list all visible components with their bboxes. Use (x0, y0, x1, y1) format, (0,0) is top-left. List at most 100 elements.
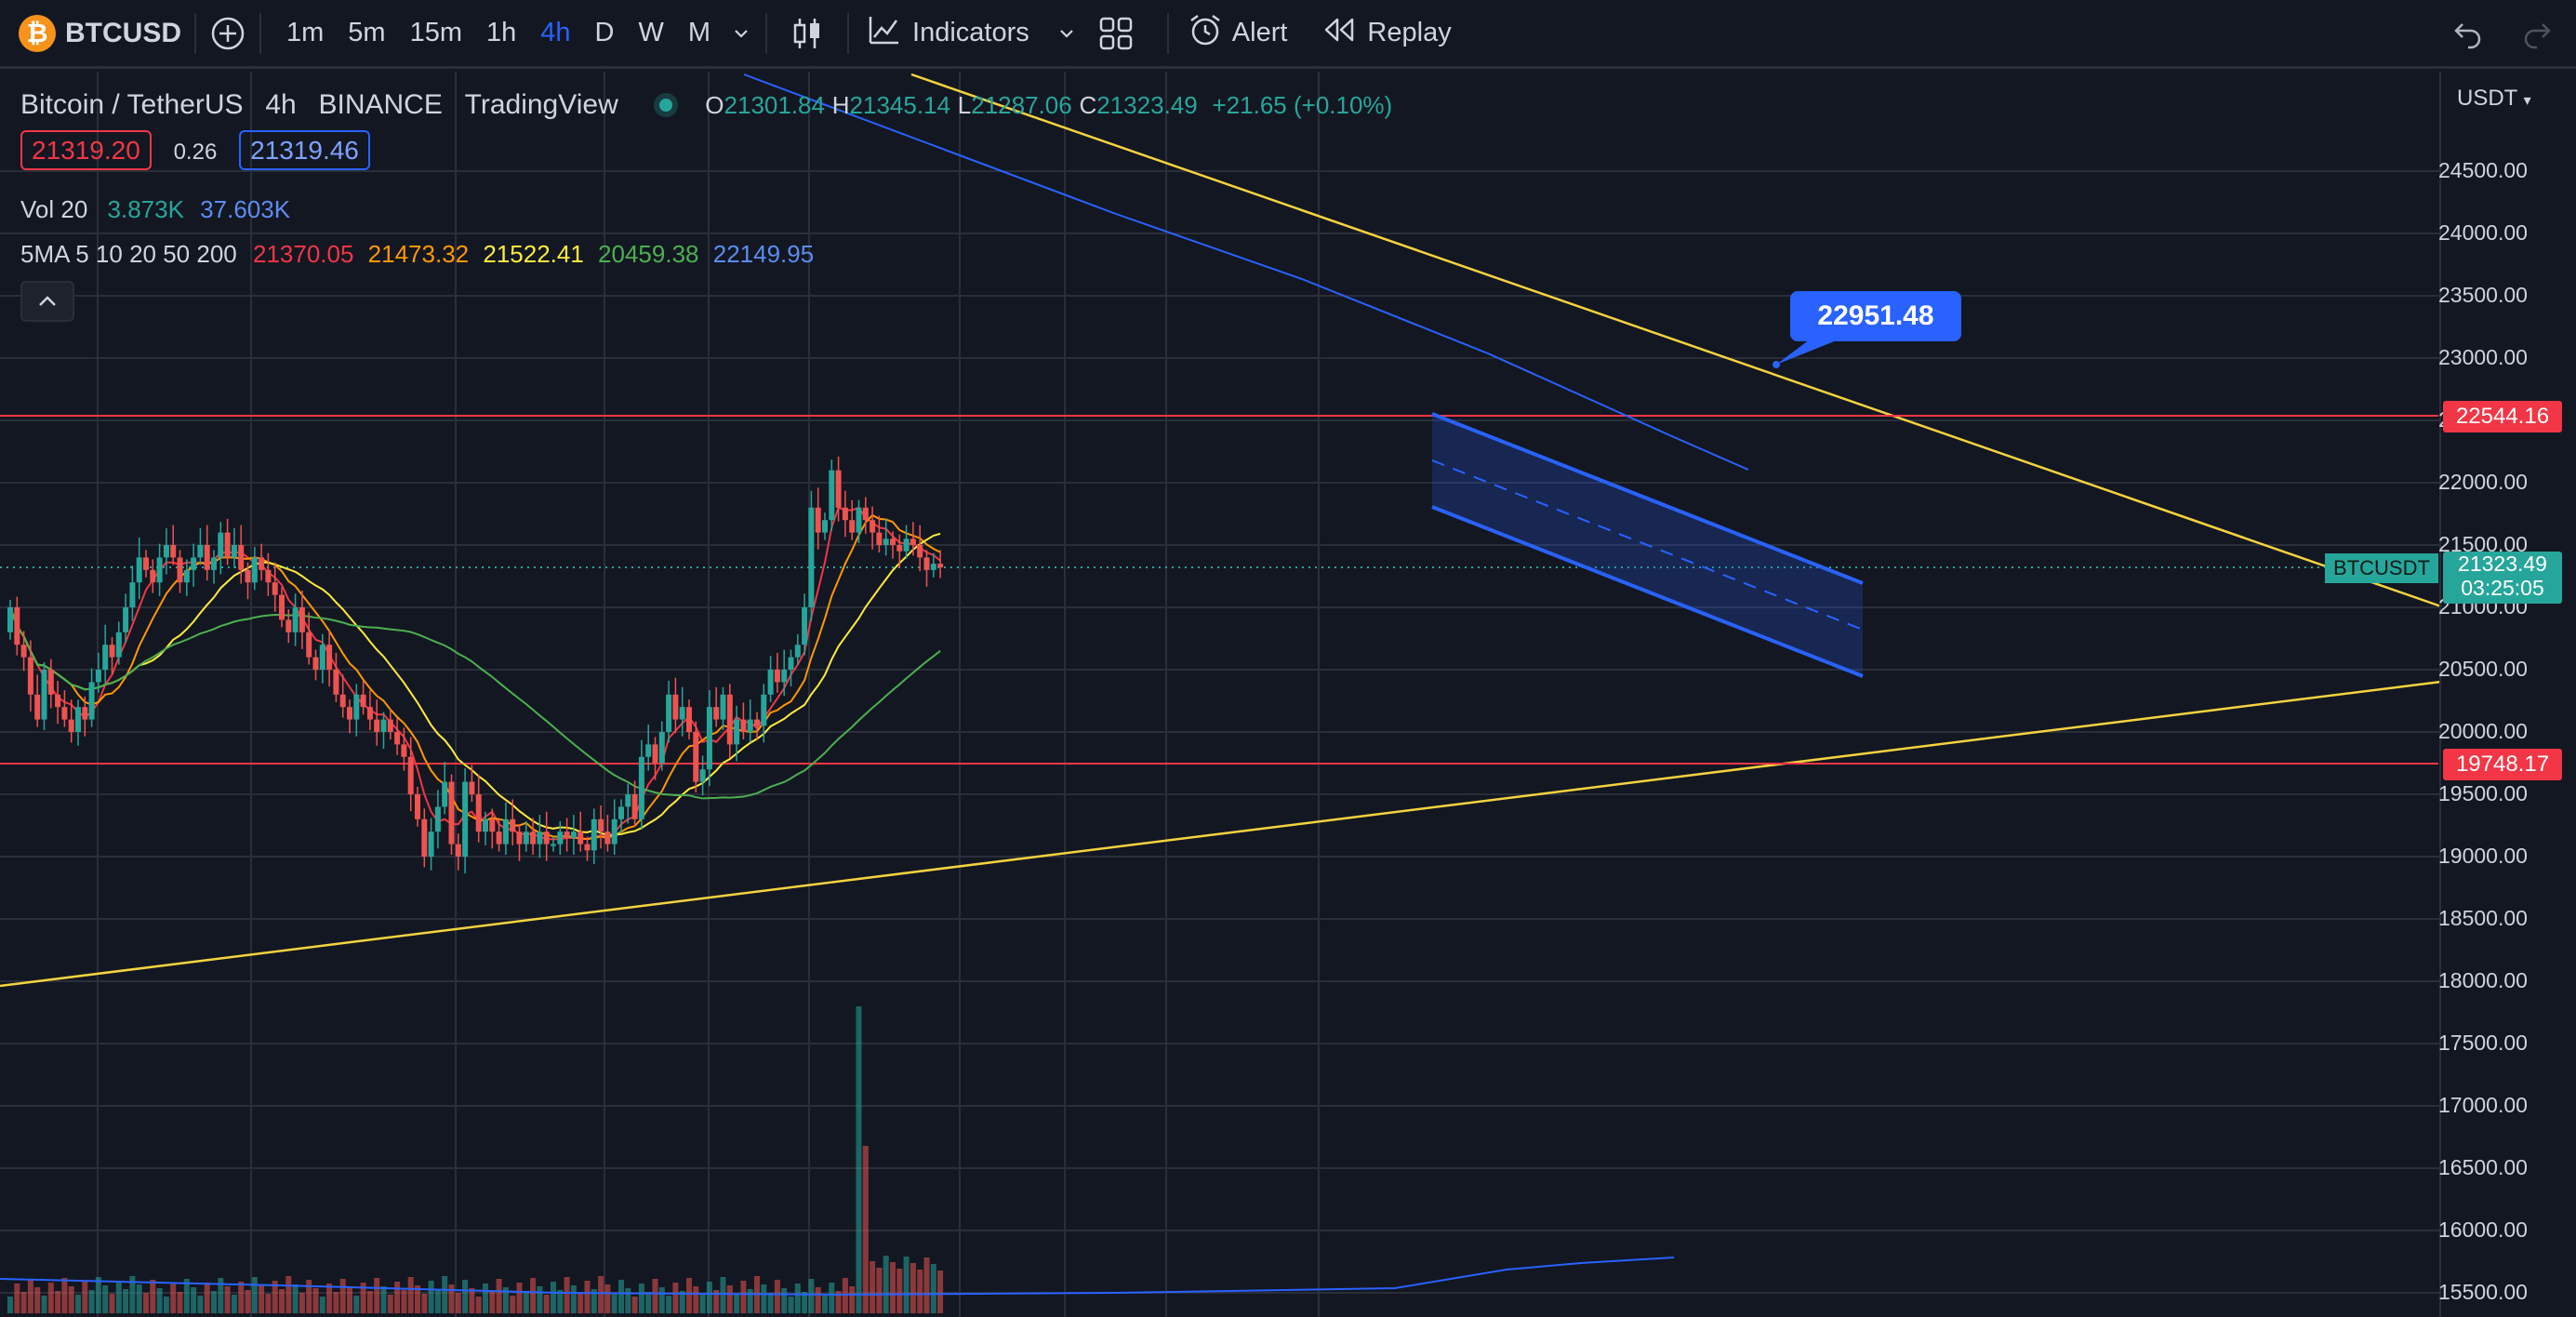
volume-bar (265, 1294, 272, 1313)
candle-body (870, 520, 876, 533)
volume-bar (401, 1290, 407, 1313)
interval-15m[interactable]: 15m (409, 18, 463, 47)
chevron-down-icon[interactable] (1056, 22, 1078, 45)
volume-bar (218, 1278, 224, 1313)
candle-body (699, 769, 706, 782)
volume-bar (734, 1294, 740, 1313)
interval-m[interactable]: M (687, 18, 711, 47)
candle-body (937, 564, 944, 568)
candle-body (679, 707, 685, 720)
interval-4h[interactable]: 4h (540, 18, 571, 47)
volume-bar (347, 1287, 352, 1313)
interval-1m[interactable]: 1m (286, 18, 325, 47)
volume-bar (761, 1284, 767, 1313)
volume-bar (774, 1280, 780, 1313)
callout-pointer (1776, 337, 1846, 365)
candle-body (177, 557, 183, 583)
candle-body (245, 569, 251, 583)
volume-bar (530, 1278, 537, 1313)
candle-body (109, 645, 115, 658)
channel-upper-line (1431, 412, 1864, 585)
candle-body (822, 520, 828, 533)
candle-body (591, 818, 597, 851)
price-callout[interactable]: 22951.48 (1790, 291, 1961, 341)
toolbar-divider (259, 12, 261, 54)
candle-body (747, 719, 753, 732)
candle-body (47, 670, 54, 695)
ask-price-button[interactable]: 21319.46 (239, 130, 370, 170)
ohlc-close-label: C (1079, 91, 1097, 119)
indicators-button[interactable]: Indicators (862, 13, 1029, 54)
volume-bar (360, 1283, 366, 1313)
bid-price-button[interactable]: 21319.20 (20, 130, 152, 170)
volume-bar (150, 1280, 156, 1313)
candle-body (394, 732, 401, 745)
collapse-legend-button[interactable] (20, 281, 74, 322)
symbol-search-button[interactable]: BTCUSD (65, 17, 181, 48)
volume-bar (713, 1290, 720, 1313)
volume-bar (20, 1292, 27, 1313)
candle-body (326, 645, 333, 670)
volume-bar (292, 1284, 299, 1313)
candle-body (75, 707, 81, 732)
volume-bar (937, 1270, 944, 1313)
candles-chart-type-icon[interactable] (780, 15, 834, 52)
volume-bar (781, 1288, 788, 1313)
candle-body (306, 632, 312, 658)
candle-body (910, 539, 916, 545)
alert-button[interactable]: Alert (1182, 12, 1287, 55)
volume-bar (34, 1287, 41, 1313)
volume-bar (285, 1276, 292, 1313)
candle-body (183, 569, 190, 583)
compare-add-icon[interactable] (209, 15, 246, 52)
volume-bar (224, 1286, 231, 1313)
volume-bar (197, 1296, 204, 1313)
price-axis-label: 16000.00 (2438, 1217, 2528, 1242)
candle-body (604, 831, 611, 845)
candle-body (55, 694, 61, 708)
volume-bar (923, 1257, 930, 1313)
volume-bar (170, 1284, 177, 1313)
price-chart[interactable] (0, 72, 2576, 1317)
volume-bar (102, 1285, 109, 1313)
volume-bar (496, 1279, 502, 1313)
candle-body (666, 694, 672, 732)
interval-5m[interactable]: 5m (348, 18, 386, 47)
chevron-down-icon[interactable] (730, 22, 752, 45)
price-axis-label: 17500.00 (2438, 1031, 2528, 1055)
interval-w[interactable]: W (638, 18, 664, 47)
undo-icon[interactable] (2451, 17, 2485, 50)
replay-button[interactable]: Replay (1322, 16, 1452, 51)
legend-title[interactable]: Bitcoin / TetherUS (20, 89, 244, 120)
interval-d[interactable]: D (594, 18, 615, 47)
ohlc-low-label: L (957, 91, 972, 119)
candle-body (896, 545, 903, 552)
redo-icon[interactable] (2520, 17, 2554, 50)
candle-body (197, 545, 204, 558)
candle-body (211, 557, 217, 570)
candle-body (726, 694, 733, 745)
volume-bar (489, 1292, 496, 1313)
volume-bar (68, 1286, 74, 1313)
volume-label: Vol 20 (20, 195, 88, 223)
legend-interval: 4h (265, 89, 297, 120)
layouts-grid-icon[interactable] (1078, 16, 1154, 51)
candle-body (279, 594, 285, 620)
volume-bar (890, 1262, 896, 1313)
price-axis-label: 23000.00 (2438, 345, 2528, 369)
volume-bar (625, 1288, 631, 1313)
volume-bar (177, 1292, 183, 1313)
volume-bar (842, 1278, 848, 1313)
candle-body (7, 607, 13, 632)
volume-bar (876, 1268, 883, 1313)
volume-bar (788, 1297, 794, 1313)
interval-1h[interactable]: 1h (486, 18, 517, 47)
currency-selector[interactable]: USDT ▾ (2457, 86, 2531, 112)
price-axis-label: 24500.00 (2438, 158, 2528, 182)
price-axis-label: 19000.00 (2438, 844, 2528, 868)
volume-bar (448, 1284, 455, 1313)
candle-body (611, 818, 617, 845)
candle-body (366, 707, 373, 720)
ohlc-change: +21.65 (+0.10%) (1212, 91, 1393, 119)
volume-bar (109, 1294, 115, 1313)
